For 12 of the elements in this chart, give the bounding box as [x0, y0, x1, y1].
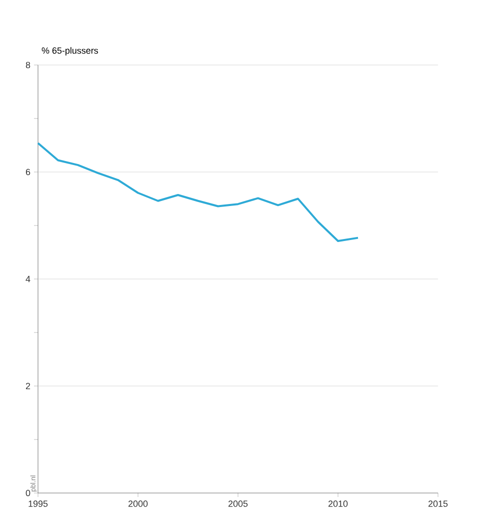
y-tick-label: 8	[26, 62, 30, 68]
y-tick-label: 6	[26, 168, 30, 176]
x-tick-label: 2010	[328, 500, 348, 507]
y-tick-label: 0	[26, 490, 30, 496]
line-series	[37, 142, 359, 242]
x-tick-label: 2015	[428, 500, 448, 507]
y-tick-label: 4	[26, 276, 30, 282]
y-axis-title: % 65-plussers	[42, 47, 98, 56]
x-tick-label: 1995	[28, 500, 48, 507]
x-tick-label: 2000	[128, 500, 148, 507]
y-tick-label: 2	[26, 382, 30, 390]
x-tick-label: 2005	[228, 500, 248, 507]
